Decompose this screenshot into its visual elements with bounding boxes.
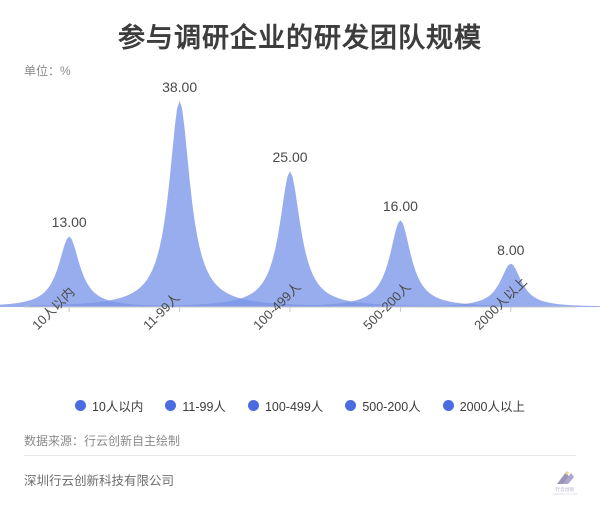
x-axis-labels: 10人以内 11-99人 100-499人 500-200人 2000人以上 xyxy=(0,274,600,384)
data-label: 25.00 xyxy=(272,149,308,166)
legend-label: 500-200人 xyxy=(362,400,421,414)
area-chart-svg xyxy=(0,100,600,312)
chart-legend: 10人以内 11-99人 100-499人 500-200人 2000人以上 xyxy=(0,396,600,415)
data-label: 16.00 xyxy=(382,198,418,215)
source-note: 数据来源：行云创新自主绘制 xyxy=(24,434,181,448)
legend-dot-icon xyxy=(247,400,259,411)
legend-dot-icon xyxy=(165,400,177,411)
company-name: 深圳行云创新科技有限公司 xyxy=(24,474,175,488)
logo-text: 行云创新 xyxy=(555,486,575,492)
legend-label: 100-499人 xyxy=(264,400,324,414)
legend-dot-icon xyxy=(442,400,454,411)
legend-label: 10人以内 xyxy=(91,400,144,414)
legend-item[interactable]: 10人以内 xyxy=(74,396,144,415)
logo-swoosh-icon xyxy=(557,470,574,484)
page-title: 参与调研企业的研发团队规模 xyxy=(118,23,482,53)
legend-label: 11-99人 xyxy=(182,400,226,414)
legend-item[interactable]: 500-200人 xyxy=(345,396,421,415)
chart-spikes xyxy=(0,100,600,307)
footer-divider xyxy=(24,455,576,456)
data-label: 38.00 xyxy=(162,78,198,95)
legend-label: 2000人以上 xyxy=(459,400,525,414)
data-label: 8.00 xyxy=(497,241,525,258)
chart-spike xyxy=(140,171,440,307)
chart-spike xyxy=(0,236,220,307)
legend-item[interactable]: 11-99人 xyxy=(165,396,226,415)
unit-subtitle: 单位：% xyxy=(24,64,71,78)
logo-subtext: HARMONYCLOUD xyxy=(552,492,578,496)
company-logo: 行云创新 HARMONYCLOUD xyxy=(544,466,586,500)
data-label: 13.00 xyxy=(51,214,87,231)
chart-plot-area: 13.00 38.00 25.00 16.00 8.00 xyxy=(0,78,600,314)
legend-item[interactable]: 100-499人 xyxy=(247,396,324,415)
chart-spike xyxy=(29,100,330,307)
chart-spike xyxy=(250,220,551,307)
legend-item[interactable]: 2000人以上 xyxy=(442,396,525,415)
x-axis-ticks xyxy=(68,307,512,312)
legend-dot-icon xyxy=(74,400,86,411)
legend-dot-icon xyxy=(345,400,357,411)
